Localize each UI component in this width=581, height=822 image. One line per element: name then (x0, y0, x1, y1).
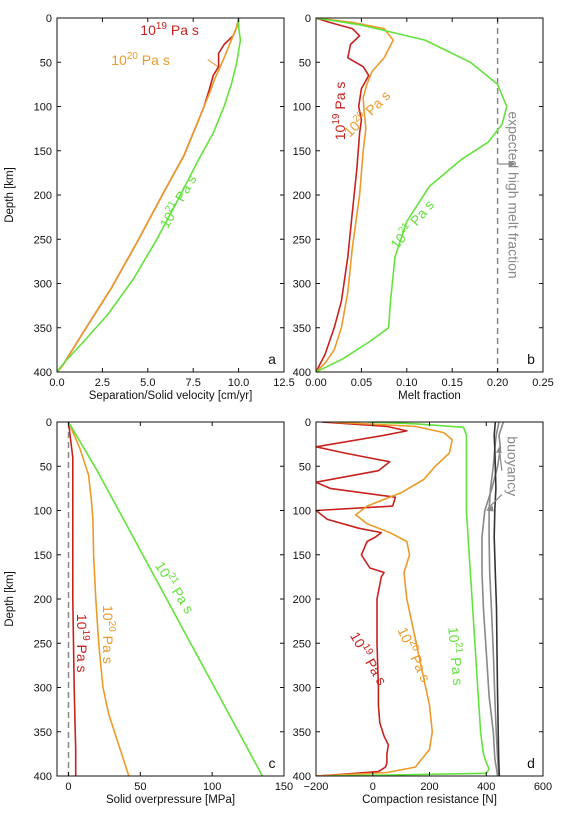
panel-b: expected high melt fraction 0.00 0.05 0.10 0… (293, 13, 554, 402)
y-tick-label: 200 (34, 190, 52, 202)
series-line-visc19 (316, 422, 408, 776)
y-tick-label: 250 (34, 234, 52, 246)
series-line-visc20 (316, 18, 394, 372)
y-tick-label: 200 (293, 190, 311, 202)
x-tick-label: −200 (304, 781, 329, 793)
x-tick-label: 100 (203, 781, 221, 793)
y-tick-label: 100 (293, 102, 311, 114)
x-tick-label: 150 (275, 781, 293, 793)
y-tick-label: 350 (293, 727, 311, 739)
x-tick-label: 5.0 (140, 377, 155, 389)
series-line-visc20 (316, 422, 453, 776)
y-tick-label: 350 (293, 323, 311, 335)
x-tick-label: 0.10 (396, 377, 417, 389)
x-tick-label: 12.5 (273, 377, 294, 389)
series-annotation: buoyancy (505, 436, 521, 496)
y-tick-label: 250 (293, 234, 311, 246)
series-annotation: 1021 Pa s (386, 196, 437, 252)
y-tick-label: 200 (293, 594, 311, 606)
y-tick-label: 350 (34, 323, 52, 335)
y-tick-label: 300 (34, 683, 52, 695)
series-line-dark (493, 422, 501, 776)
y-tick-label: 400 (34, 367, 52, 379)
x-tick-label: 7.5 (186, 377, 201, 389)
series-line-visc19 (57, 18, 240, 372)
y-tick-label: 50 (299, 57, 311, 69)
series-annotation: 1020 Pa s (111, 51, 170, 68)
y-tick-label: 400 (34, 771, 52, 783)
plot-frame (56, 421, 285, 777)
y-axis-label: Depth [km] (4, 167, 16, 223)
y-tick-label: 150 (293, 550, 311, 562)
y-tick-label: 50 (40, 461, 52, 473)
series-line-visc21 (67, 422, 264, 776)
x-tick-label: 10.0 (228, 377, 249, 389)
x-axis-label: Separation/Solid velocity [cm/yr] (89, 390, 253, 402)
panel-a: 0.0 2.5 5.0 7.5 10.0 12.5 0 50 100 150 200 250 300 35… (4, 13, 295, 402)
series-annotation: 1019 Pa s (347, 629, 391, 688)
series-annotation: 1019 Pa s (331, 82, 348, 141)
x-tick-label: 0 (370, 781, 376, 793)
y-tick-label: 50 (299, 461, 311, 473)
y-tick-label: 350 (34, 727, 52, 739)
y-tick-label: 100 (293, 506, 311, 518)
y-tick-label: 400 (293, 771, 311, 783)
series-line-visc21 (57, 18, 242, 372)
x-tick-label: 2.5 (95, 377, 110, 389)
x-tick-label: 200 (420, 781, 438, 793)
x-axis-label: Compaction resistance [N] (362, 794, 497, 806)
y-tick-label: 250 (34, 638, 52, 650)
x-tick-label: 0.20 (487, 377, 508, 389)
y-tick-label: 400 (293, 367, 311, 379)
y-tick-label: 100 (34, 102, 52, 114)
x-tick-label: 0.00 (305, 377, 326, 389)
panel-label: c (269, 755, 276, 771)
y-tick-label: 150 (34, 146, 52, 158)
x-tick-label: 0 (65, 781, 71, 793)
panel-label: d (527, 755, 535, 771)
y-tick-label: 150 (34, 550, 52, 562)
y-tick-label: 0 (46, 417, 52, 429)
series-line-visc19 (67, 422, 77, 776)
x-tick-label: 50 (134, 781, 146, 793)
y-tick-label: 200 (34, 594, 52, 606)
y-tick-label: 150 (293, 146, 311, 158)
panel-label: b (527, 351, 535, 367)
series-annotation: 1019 Pa s (140, 21, 199, 38)
series-annotation: 1019 Pa s (74, 614, 91, 673)
series-annotation: 1021 Pa s (152, 558, 198, 616)
x-tick-label: 600 (534, 781, 552, 793)
y-tick-label: 0 (305, 417, 311, 429)
y-tick-label: 0 (305, 13, 311, 25)
y-tick-label: 250 (293, 638, 311, 650)
y-tick-label: 50 (40, 57, 52, 69)
y-tick-label: 0 (46, 13, 52, 25)
x-axis-label: Melt fraction (398, 390, 461, 402)
x-tick-label: 0.15 (441, 377, 462, 389)
x-tick-label: 0.25 (532, 377, 553, 389)
y-tick-label: 300 (34, 279, 52, 291)
reference-line-label: expected high melt fraction (506, 111, 522, 278)
y-axis-label: Depth [km] (4, 571, 16, 627)
series-annotation: 1020 Pa s (100, 605, 117, 664)
series-line-visc20 (57, 18, 240, 372)
y-tick-label: 100 (34, 506, 52, 518)
panel-c: 0 50 100 150 0 50 100 150 200 250 300 350 400 Solid o… (4, 417, 293, 806)
series-annotation: 1021 Pa s (445, 626, 467, 686)
x-tick-label: 400 (477, 781, 495, 793)
x-tick-label: 0.05 (351, 377, 372, 389)
x-tick-label: 0.0 (49, 377, 64, 389)
series-line-visc20 (67, 422, 130, 776)
y-tick-label: 300 (293, 279, 311, 291)
series-line-visc19 (316, 18, 370, 372)
series-annotation: 1021 Pa s (156, 171, 200, 230)
y-tick-label: 300 (293, 683, 311, 695)
series-line-visc21 (316, 18, 508, 372)
panel-d: −200 0 200 400 600050100150200250300350400Co… (293, 417, 553, 806)
x-axis-label: Solid overpressure [MPa] (106, 794, 235, 806)
series-line-visc21 (330, 422, 490, 776)
panel-label: a (268, 351, 276, 367)
